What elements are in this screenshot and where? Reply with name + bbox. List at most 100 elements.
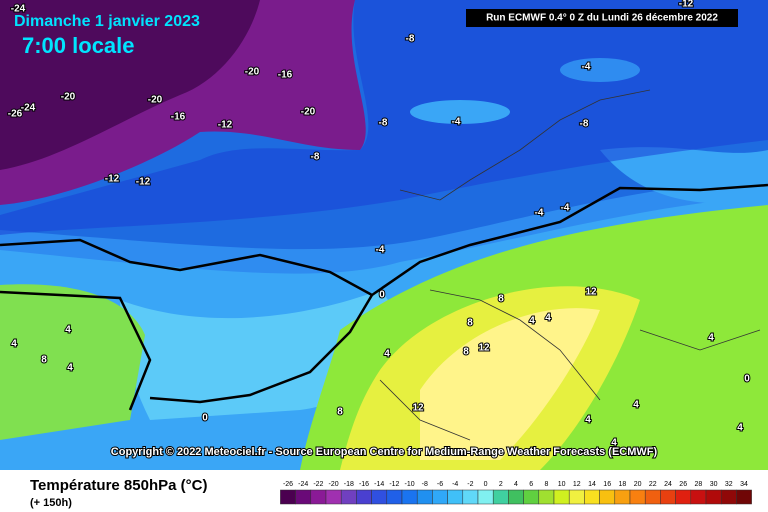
legend-cell [736, 489, 752, 505]
contour-label: 4 [65, 325, 71, 336]
legend-cell [371, 489, 388, 505]
legend-cell [629, 489, 646, 505]
date: Dimanche 1 janvier 2023 [14, 13, 200, 30]
run-info: Run ECMWF 0.4° 0 Z du Lundi 26 décembre … [486, 13, 718, 24]
legend-cell [538, 489, 555, 505]
contour-label: 4 [611, 438, 617, 449]
legend-tick-label: 20 [634, 481, 642, 488]
legend-title: Température 850hPa (°C) [30, 477, 207, 494]
legend-tick-label: 14 [588, 481, 596, 488]
legend-tick-label: -26 [283, 481, 293, 488]
contour-label: 4 [585, 415, 591, 426]
legend-tick-label: 16 [603, 481, 611, 488]
legend-tick-label: 12 [573, 481, 581, 488]
legend-tick-label: 30 [710, 481, 718, 488]
legend-tick-label: 0 [484, 481, 488, 488]
legend-tick-label: 34 [740, 481, 748, 488]
contour-label: -24 [11, 4, 26, 15]
contour-label: 4 [11, 339, 17, 350]
legend-cell [340, 489, 357, 505]
copyright: Copyright © 2022 Meteociel.fr - Source E… [111, 446, 658, 458]
contour-label: -8 [311, 152, 320, 163]
legend-tick-label: -22 [313, 481, 323, 488]
legend-cell [432, 489, 448, 505]
legend-cell [356, 489, 372, 505]
legend-cell [280, 489, 296, 505]
legend-cell [705, 489, 722, 505]
legend-cell [690, 489, 707, 505]
run-box [466, 9, 738, 27]
legend-tick-label: -16 [359, 481, 369, 488]
legend-cell [553, 489, 570, 505]
contour-label: 8 [498, 294, 504, 305]
legend-cell [675, 489, 692, 505]
contour-label: 0 [744, 374, 750, 385]
legend-tick-label: 10 [558, 481, 566, 488]
contour-label: 8 [337, 407, 343, 418]
legend-tick-label: 26 [679, 481, 687, 488]
legend-tick-label: 28 [695, 481, 703, 488]
contour-label: -12 [218, 120, 233, 131]
legend-cell [477, 489, 494, 505]
legend-cell [568, 489, 585, 505]
contour-label: -20 [61, 92, 76, 103]
time: 7:00 locale [22, 33, 135, 58]
legend-cell [295, 489, 312, 505]
contour-label: -20 [148, 95, 163, 106]
legend-tick-label: -14 [374, 481, 384, 488]
legend-cell [720, 489, 737, 505]
lead-time: (+ 150h) [30, 497, 72, 509]
map [0, 0, 768, 470]
legend-cell [614, 489, 631, 505]
legend-tick-label: -10 [405, 481, 415, 488]
contour-label: 4 [67, 363, 73, 374]
legend-tick-label: 22 [649, 481, 657, 488]
legend-tick-label: -8 [422, 481, 428, 488]
contour-label: 4 [384, 349, 390, 360]
legend-cell [523, 489, 540, 505]
contour-label: 4 [529, 316, 535, 327]
contour-label: -4 [582, 62, 591, 73]
contour-label: -20 [245, 67, 260, 78]
legend-tick-label: 24 [664, 481, 672, 488]
contour-label: 8 [41, 355, 47, 366]
legend-tick-label: -2 [467, 481, 473, 488]
legend-cell [447, 489, 464, 505]
legend-cell [660, 489, 676, 505]
contour-label: -8 [580, 119, 589, 130]
legend-cell [584, 489, 600, 505]
legend-cell [644, 489, 661, 505]
contour-label: -4 [561, 203, 570, 214]
legend-tick-label: 2 [499, 481, 503, 488]
legend-tick-label: -18 [344, 481, 354, 488]
contour-label: 0 [202, 413, 208, 424]
legend-tick-label: -4 [452, 481, 458, 488]
legend-tick-label: 4 [514, 481, 518, 488]
contour-label: 0 [379, 290, 385, 301]
legend-cell [462, 489, 479, 505]
contour-label: -24 [21, 103, 36, 114]
contour-label: 4 [545, 313, 551, 324]
contour-label: -16 [171, 112, 186, 123]
contour-label: -4 [535, 208, 544, 219]
contour-label: 8 [463, 347, 469, 358]
legend-tick-label: 6 [529, 481, 533, 488]
contour-label: 8 [467, 318, 473, 329]
contour-label: -12 [136, 177, 151, 188]
legend-cell [401, 489, 418, 505]
contour-label: -4 [376, 245, 385, 256]
legend-tick-label: -12 [389, 481, 399, 488]
legend-tick-label: 32 [725, 481, 733, 488]
contour-label: -8 [379, 118, 388, 129]
contour-label: -4 [452, 117, 461, 128]
contour-label: 12 [478, 343, 490, 354]
legend-tick-label: 18 [619, 481, 627, 488]
contour-label: -20 [301, 107, 316, 118]
contour-label: 4 [633, 400, 639, 411]
contour-label: 4 [737, 423, 743, 434]
legend-cell [492, 489, 509, 505]
legend-tick-label: -6 [437, 481, 443, 488]
legend-tick-label: -20 [329, 481, 339, 488]
legend-cell [508, 489, 524, 505]
